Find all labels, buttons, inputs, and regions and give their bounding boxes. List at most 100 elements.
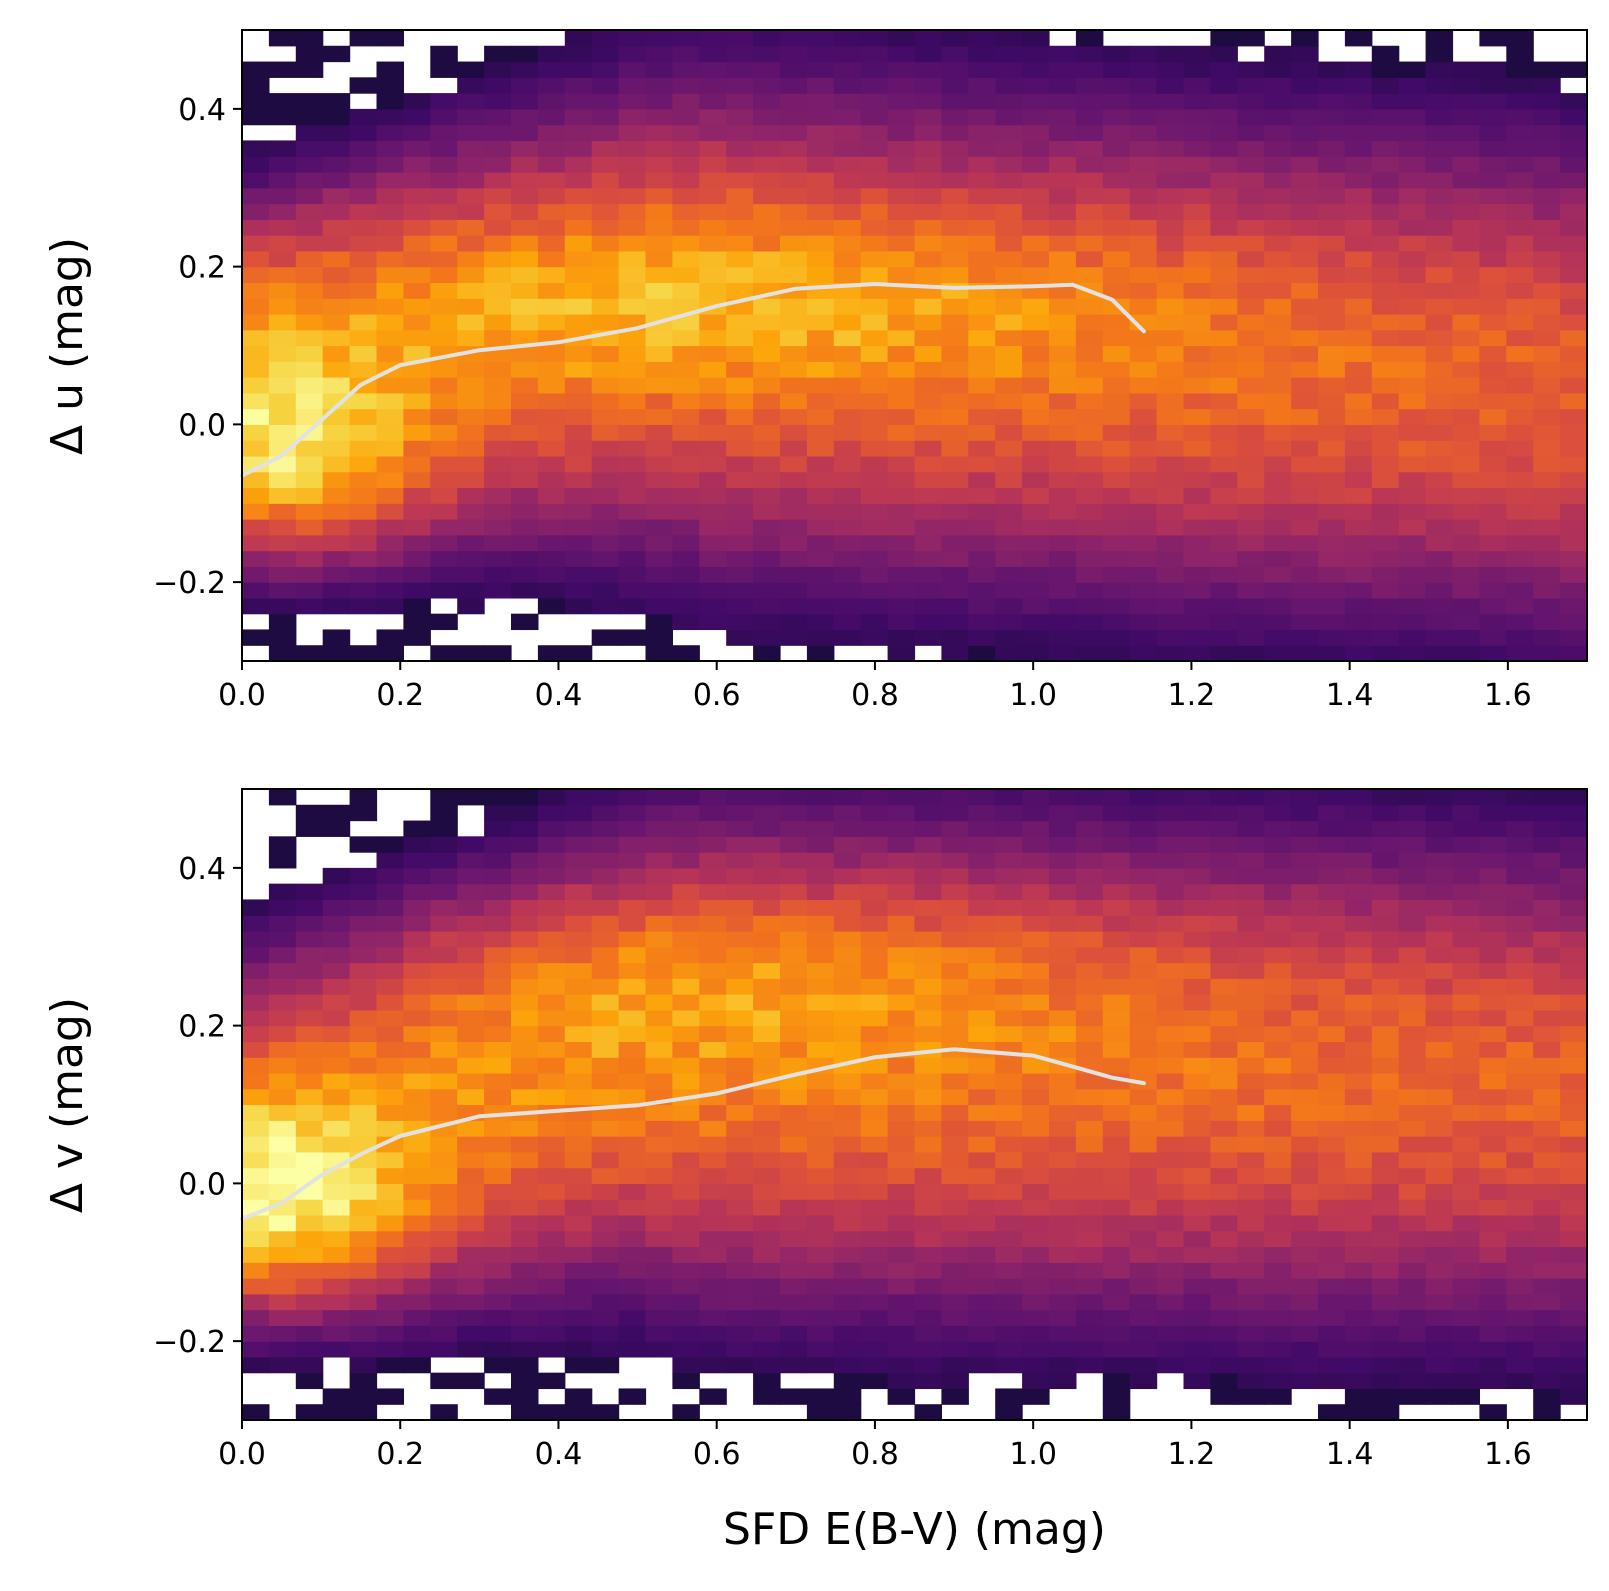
heatmap-cell [914,455,942,473]
heatmap-cell [1075,61,1104,78]
heatmap-cell [995,836,1023,853]
heatmap-cell [1452,867,1480,885]
heatmap-cell [1560,804,1588,822]
heatmap-cell [484,1246,512,1263]
heatmap-cell [1264,867,1292,885]
heatmap-cell [403,1278,431,1295]
heatmap-cell [1075,156,1104,173]
heatmap-cell [430,266,458,284]
heatmap-cell [564,789,593,806]
heatmap-cell [537,124,566,142]
heatmap-cell [941,219,969,236]
heatmap-cell [941,519,969,536]
heatmap-cell [968,883,996,901]
heatmap-cell [591,915,620,932]
heatmap-cell [564,550,593,567]
heatmap-cell [1210,613,1238,631]
heatmap-cell [1049,1356,1077,1374]
heatmap-cell [457,93,485,110]
heatmap-cell [591,867,620,885]
heatmap-cell [618,45,647,63]
heatmap-cell [349,1120,378,1137]
heatmap-cell [1237,962,1265,979]
heatmap-cell [1318,93,1346,110]
heatmap-cell [1425,1309,1454,1326]
heatmap-cell [914,408,942,425]
heatmap-cell [430,282,458,299]
heatmap-cell [914,487,942,504]
heatmap-cell [1264,235,1292,252]
heatmap-cell [1183,487,1211,504]
heatmap-cell [1129,1088,1158,1106]
heatmap-cell [430,203,458,220]
heatmap-cell [1022,1199,1050,1216]
heatmap-cell [1560,1309,1588,1326]
heatmap-cell [457,915,485,932]
heatmap-cell [753,1136,781,1153]
heatmap-cell [591,1341,620,1358]
heatmap-cell [1049,156,1077,173]
heatmap-cell [726,250,754,268]
heatmap-cell [1425,440,1454,457]
heatmap-cell [753,108,781,126]
heatmap-cell [1237,313,1265,331]
heatmap-cell [1183,1025,1211,1043]
heatmap-cell [1344,30,1373,47]
heatmap-cell [1560,156,1588,173]
heatmap-cell [780,455,808,473]
heatmap-cell [242,156,270,173]
heatmap-cell [672,566,700,583]
heatmap-cell [511,77,539,94]
heatmap-cell [941,471,969,489]
heatmap-cell [1371,899,1400,916]
heatmap-cell [564,915,593,932]
heatmap-cell [968,282,996,299]
heatmap-cell [430,1293,458,1311]
heatmap-cell [322,1388,351,1405]
heatmap-cell [833,1136,862,1153]
heatmap-cell [726,77,754,94]
heatmap-cell [860,392,889,410]
heatmap-cell [1264,1356,1292,1374]
heatmap-cell [295,1341,324,1358]
heatmap-cell [511,930,539,948]
heatmap-cell [268,1341,297,1358]
heatmap-cell [1049,645,1077,662]
y-tick-label: 0.2 [178,251,226,286]
heatmap-cell [860,345,889,362]
heatmap-cell [1075,203,1104,220]
heatmap-cell [1479,1104,1507,1121]
heatmap-cell [806,471,835,489]
heatmap-cell [887,345,916,362]
heatmap-cell [403,235,431,252]
heatmap-cell [1398,1167,1427,1184]
heatmap-cell [699,582,727,599]
heatmap-cell [1129,1214,1158,1232]
heatmap-cell [1291,613,1319,631]
heatmap-cell [780,613,808,631]
heatmap-cell [1452,1183,1480,1200]
heatmap-cell [726,1057,754,1074]
heatmap-cell [1506,1088,1534,1106]
heatmap-cell [1560,235,1588,252]
heatmap-cell [1291,534,1319,552]
heatmap-cell [1452,1120,1480,1137]
heatmap-cell [1022,1262,1050,1279]
heatmap-cell [1371,978,1400,995]
heatmap-cell [726,1246,754,1263]
heatmap-cell [699,282,727,299]
heatmap-cell [1075,1246,1104,1263]
heatmap-cell [1344,313,1373,331]
heatmap-cell [349,883,378,901]
heatmap-cell [1210,487,1238,504]
heatmap-cell [511,1309,539,1326]
heatmap-cell [349,899,378,916]
x-tick-label: 1.6 [1484,678,1532,713]
heatmap-cell [1129,1167,1158,1184]
heatmap-cell [780,408,808,425]
heatmap-cell [699,93,727,110]
heatmap-cell [1264,597,1292,615]
heatmap-cell [833,1199,862,1216]
heatmap-cell [295,377,324,394]
heatmap-cell [1049,867,1077,885]
